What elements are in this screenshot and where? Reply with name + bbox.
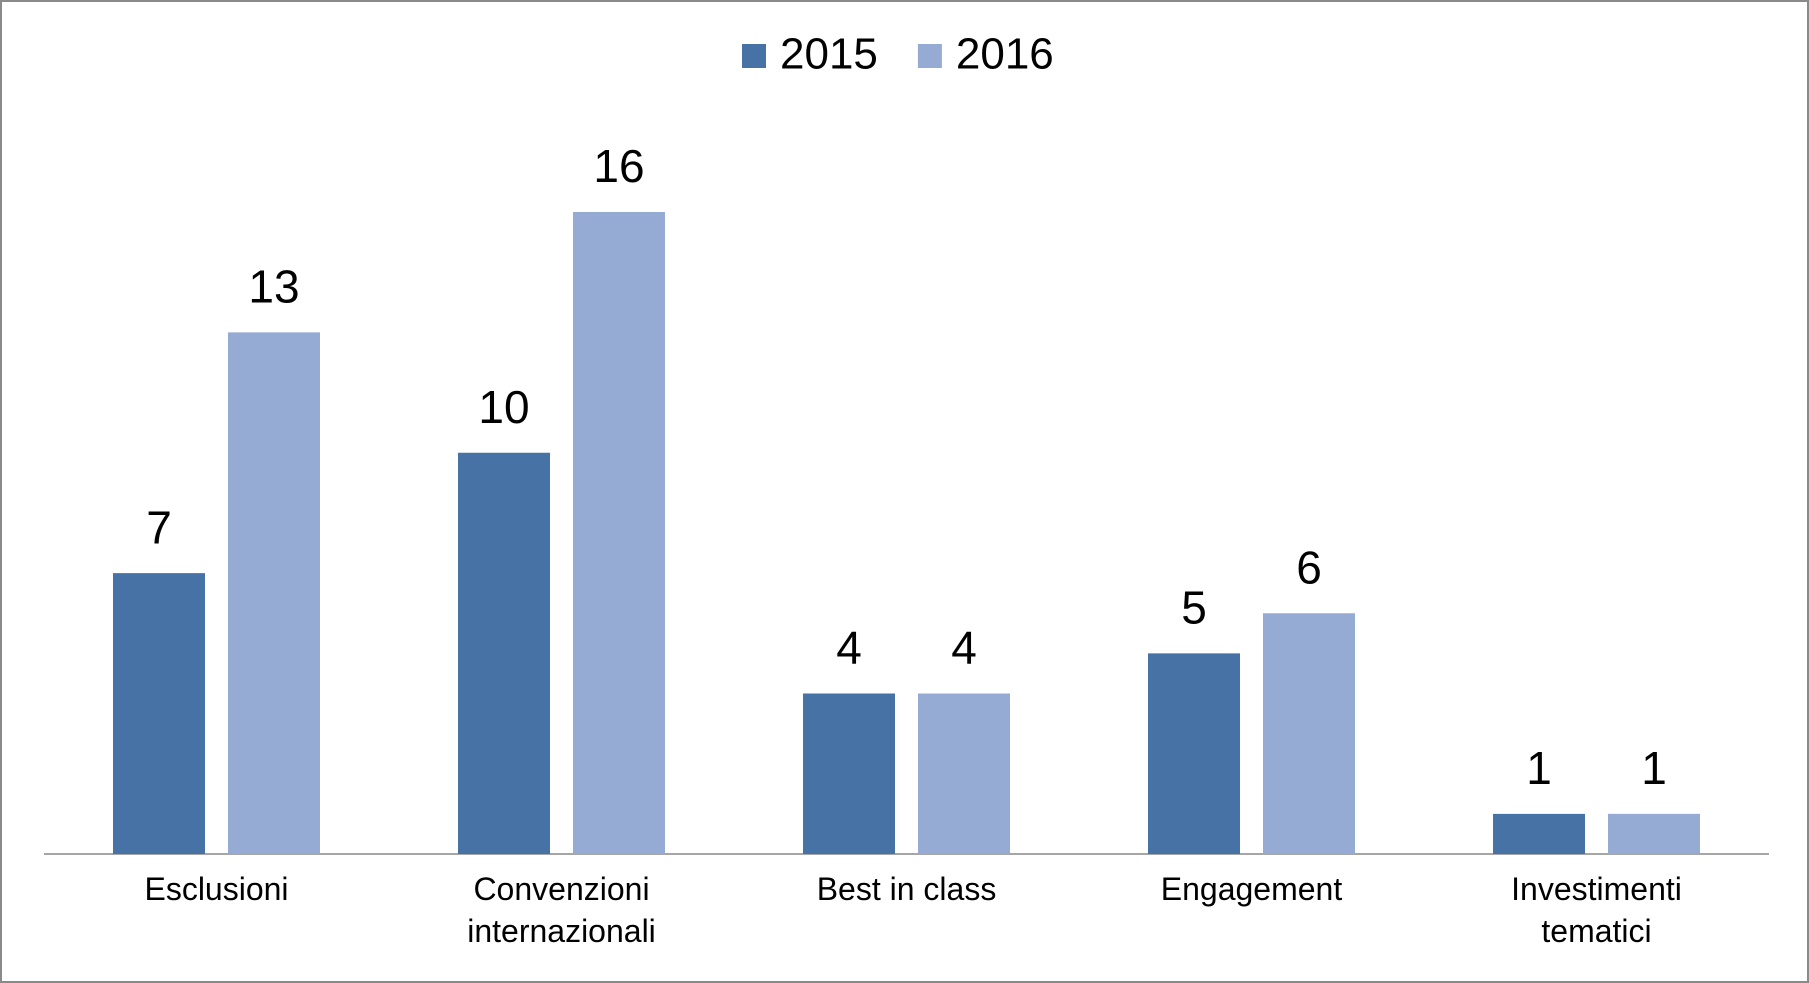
bar — [1263, 613, 1355, 854]
bar — [113, 573, 205, 854]
bar — [573, 212, 665, 854]
legend-swatch — [917, 44, 942, 68]
x-tick-label: Esclusioni — [144, 871, 289, 907]
value-label: 4 — [836, 622, 862, 674]
value-label: 1 — [1526, 742, 1552, 794]
bar — [803, 693, 895, 854]
value-label: 1 — [1641, 742, 1667, 794]
bar — [228, 332, 320, 854]
bar — [1608, 813, 1700, 854]
value-label: 13 — [248, 261, 299, 313]
x-tick-label: Engagement — [1160, 871, 1343, 907]
x-tick-label: Best in class — [816, 871, 997, 907]
legend-label: 2015 — [780, 30, 878, 79]
value-label: 4 — [951, 622, 977, 674]
value-label: 16 — [593, 140, 644, 192]
value-label: 10 — [478, 381, 529, 433]
value-label: 7 — [146, 501, 172, 553]
bar — [458, 452, 550, 854]
x-tick-label: Investimenti tematici — [1511, 871, 1682, 949]
bar — [1493, 813, 1585, 854]
bar — [1148, 653, 1240, 854]
bar — [918, 693, 1010, 854]
value-label: 6 — [1296, 541, 1322, 593]
legend-label: 2016 — [956, 30, 1054, 79]
legend-swatch — [742, 44, 766, 68]
x-tick-label: Convenzioni internazionali — [467, 871, 656, 949]
value-label: 5 — [1181, 582, 1207, 634]
